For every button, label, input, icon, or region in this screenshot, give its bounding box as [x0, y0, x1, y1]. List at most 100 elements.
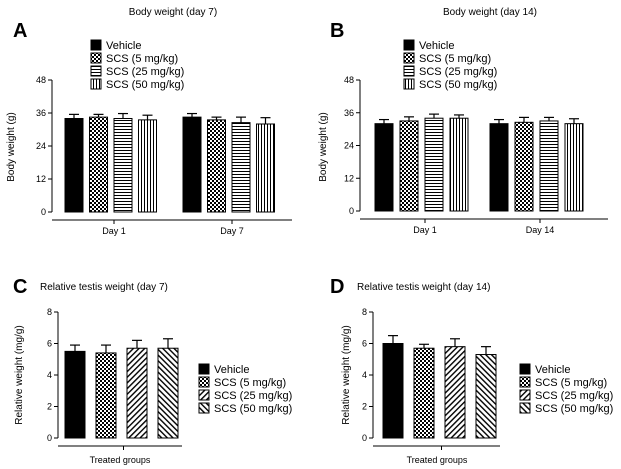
- x-axis-label-d: Treated groups: [407, 455, 468, 465]
- legend-swatch-scs-5: [519, 376, 531, 388]
- bar: [413, 347, 435, 439]
- bar: [64, 350, 86, 439]
- y-axis-label-d: Relative weight (mg/g): [341, 325, 352, 424]
- x-tick-label: Day 1: [413, 225, 437, 235]
- legend-label-vehicle: Vehicle: [535, 364, 570, 376]
- y-tick-label: 6: [47, 339, 52, 349]
- y-tick-label: 6: [362, 339, 367, 349]
- legend-label-scs-50: SCS (50 mg/kg): [214, 403, 292, 415]
- legend-label-scs-5: SCS (5 mg/kg): [106, 53, 178, 65]
- bar: [64, 118, 84, 213]
- y-axis-label-c: Relative weight (mg/g): [14, 325, 25, 424]
- bar: [138, 119, 157, 213]
- bar: [231, 122, 251, 213]
- legend-label-scs-50: SCS (50 mg/kg): [419, 79, 497, 91]
- y-axis-label-a: Body weight (g): [6, 112, 17, 181]
- y-tick-label: 48: [344, 75, 354, 85]
- legend-swatch-scs-25: [519, 389, 531, 401]
- bar: [449, 117, 469, 212]
- x-tick-label: Day 14: [526, 225, 555, 235]
- legend-swatch-vehicle: [403, 39, 415, 51]
- y-tick-label: 2: [362, 402, 367, 412]
- panel-letter-b: B: [330, 20, 344, 42]
- bar: [89, 116, 108, 213]
- bar: [475, 354, 497, 439]
- bar: [182, 116, 202, 213]
- legend-c: Vehicle SCS (5 mg/kg) SCS (25 mg/kg) SCS…: [198, 363, 292, 415]
- legend-swatch-scs-5: [198, 376, 210, 388]
- y-tick-label: 36: [36, 108, 46, 118]
- legend-label-scs-25: SCS (25 mg/kg): [419, 66, 497, 78]
- bar: [382, 343, 404, 439]
- plot-area-c: 0 2 4 6 8: [47, 307, 182, 450]
- legend-swatch-scs-50: [403, 78, 415, 90]
- legend-swatch-vehicle: [198, 363, 210, 375]
- legend-swatch-vehicle: [519, 363, 531, 375]
- legend-swatch-scs-25: [198, 389, 210, 401]
- plot-area-d: 0 2 4 6 8: [362, 307, 500, 450]
- legend-label-scs-5: SCS (5 mg/kg): [419, 53, 491, 65]
- y-tick-label: 8: [362, 307, 367, 317]
- legend-label-scs-25: SCS (25 mg/kg): [214, 390, 292, 402]
- plot-area-a: 0 12 24 36 48 Day 1 Day 7: [36, 75, 292, 236]
- bar: [95, 352, 117, 439]
- y-tick-label: 24: [344, 141, 354, 151]
- legend-label-scs-25: SCS (25 mg/kg): [106, 66, 184, 78]
- bar: [207, 119, 226, 213]
- chart-title-c: Relative testis weight (day 7): [40, 282, 168, 293]
- legend-label-scs-50: SCS (50 mg/kg): [106, 79, 184, 91]
- x-tick-label: Day 1: [102, 226, 126, 236]
- bar: [444, 346, 466, 439]
- legend-swatch-scs-50: [90, 78, 102, 90]
- chart-title-a: Body weight (day 7): [129, 7, 217, 18]
- y-tick-label: 12: [344, 173, 354, 183]
- bar: [564, 123, 584, 212]
- legend-swatch-scs-5: [403, 52, 415, 64]
- legend-label-scs-5: SCS (5 mg/kg): [214, 377, 286, 389]
- y-tick-label: 48: [36, 75, 46, 85]
- legend-swatch-vehicle: [90, 39, 102, 51]
- bar: [539, 120, 559, 212]
- y-tick-label: 4: [362, 370, 367, 380]
- y-tick-label: 2: [47, 402, 52, 412]
- legend-a: Vehicle SCS (5 mg/kg) SCS (25 mg/kg) SCS…: [90, 39, 184, 91]
- bar: [399, 120, 419, 212]
- legend-label-vehicle: Vehicle: [106, 40, 141, 52]
- y-tick-label: 4: [47, 370, 52, 380]
- y-tick-label: 0: [47, 433, 52, 443]
- y-tick-label: 36: [344, 108, 354, 118]
- y-tick-label: 0: [41, 207, 46, 217]
- panel-letter-c: C: [13, 276, 27, 298]
- bar: [126, 347, 148, 439]
- y-tick-label: 0: [362, 433, 367, 443]
- legend-label-vehicle: Vehicle: [419, 40, 454, 52]
- y-axis-label-b: Body weight (g): [318, 112, 329, 181]
- bar: [489, 123, 509, 212]
- panel-letter-a: A: [13, 20, 27, 42]
- legend-label-scs-5: SCS (5 mg/kg): [535, 377, 607, 389]
- legend-swatch-scs-25: [403, 65, 415, 77]
- legend-b: Vehicle SCS (5 mg/kg) SCS (25 mg/kg) SCS…: [403, 39, 497, 91]
- legend-swatch-scs-25: [90, 65, 102, 77]
- bar: [424, 117, 444, 212]
- legend-label-scs-25: SCS (25 mg/kg): [535, 390, 613, 402]
- y-tick-label: 0: [349, 206, 354, 216]
- bar: [256, 123, 275, 213]
- bar: [157, 347, 179, 439]
- x-axis-label-c: Treated groups: [90, 455, 151, 465]
- x-tick-label: Day 7: [220, 226, 244, 236]
- legend-label-vehicle: Vehicle: [214, 364, 249, 376]
- legend-label-scs-50: SCS (50 mg/kg): [535, 403, 613, 415]
- plot-area-b: 0 12 24 36 48 Day 1 Day 14: [344, 75, 608, 235]
- panel-letter-d: D: [330, 276, 344, 298]
- legend-swatch-scs-50: [198, 402, 210, 414]
- chart-title-d: Relative testis weight (day 14): [357, 282, 490, 293]
- chart-title-b: Body weight (day 14): [443, 7, 537, 18]
- legend-d: Vehicle SCS (5 mg/kg) SCS (25 mg/kg) SCS…: [519, 363, 613, 415]
- bar: [113, 118, 133, 213]
- y-tick-label: 12: [36, 174, 46, 184]
- y-tick-label: 24: [36, 141, 46, 151]
- legend-swatch-scs-50: [519, 402, 531, 414]
- bar: [374, 123, 394, 212]
